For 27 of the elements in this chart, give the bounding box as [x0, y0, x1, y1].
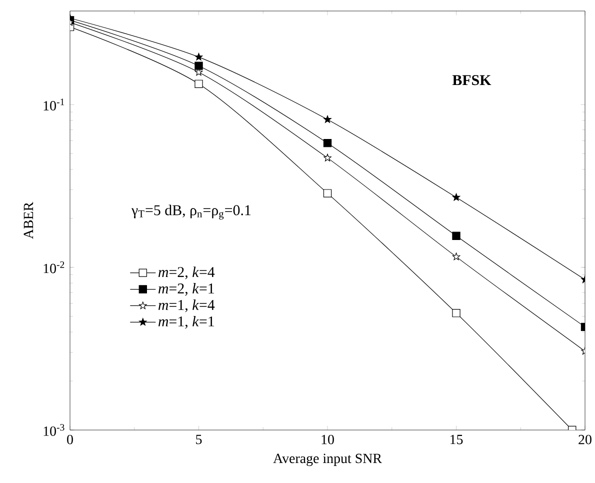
point — [194, 62, 203, 70]
point — [452, 232, 460, 240]
point — [452, 193, 460, 201]
annotation: γ$_{T}$=5 dB, ρ$_{n}$=ρ$_{g}$=0.1 — [131, 204, 251, 220]
legend-label: m=1, k=1 — [158, 316, 214, 329]
x-axis-title: Average input SNR — [273, 454, 382, 466]
x-tick-label: 0 — [67, 434, 73, 444]
point — [194, 80, 203, 88]
legend-label: m=1, k=4 — [158, 299, 215, 312]
point — [323, 138, 332, 148]
y-tick-label: 10$^{-1}$ — [44, 98, 64, 110]
point — [323, 189, 332, 198]
x-tick-label: 20 — [578, 434, 592, 444]
annotation: BFSK — [452, 75, 492, 86]
x-tick-label: 15 — [450, 434, 463, 444]
legend-label: m=2, k=4 — [158, 266, 215, 280]
legend-label: m=2, k=1 — [158, 283, 214, 296]
y-axis-title: ABER — [24, 202, 34, 239]
y-tick-label: 10$^{-2}$ — [44, 261, 64, 274]
point — [452, 252, 460, 260]
y-tick-label: 10$^{-3}$ — [44, 424, 64, 436]
x-tick-label: 5 — [196, 434, 202, 444]
x-tick-label: 10 — [322, 434, 334, 444]
point — [324, 115, 332, 123]
point — [194, 52, 203, 60]
point — [324, 154, 332, 162]
point — [452, 309, 460, 318]
